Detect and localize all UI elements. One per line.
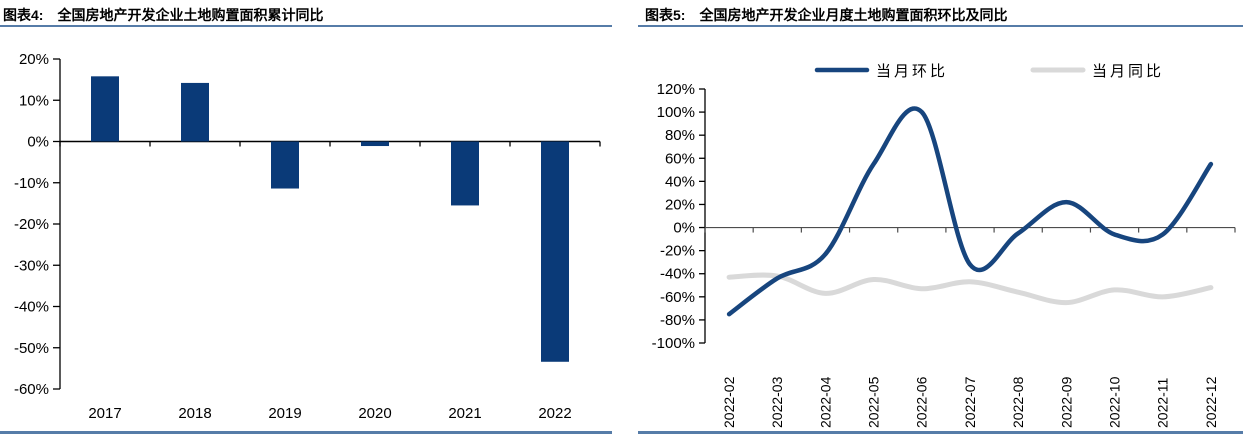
- x-month-label: 2022-06: [914, 376, 930, 428]
- y-tick-label: 60%: [665, 150, 695, 167]
- x-category-label: 2020: [358, 405, 391, 422]
- y-tick-label: -60%: [14, 381, 49, 398]
- x-month-label: 2022-04: [817, 376, 833, 428]
- x-month-label: 2022-11: [1155, 377, 1171, 428]
- y-tick-label: -100%: [652, 335, 695, 352]
- y-axis: 120% 100% 80% 60% 40% 20% 0% -20% -40% -60% -80% -1…: [652, 81, 706, 352]
- x-category-label: 2017: [88, 405, 121, 422]
- line-series-0-当月环比: [726, 106, 1214, 317]
- y-tick-label: -10%: [14, 175, 49, 192]
- x-category-label: 2019: [268, 405, 301, 422]
- x-month-label: 2022-09: [1058, 376, 1074, 428]
- x-category-label: 2022: [538, 405, 571, 422]
- bar-2020: [361, 141, 389, 147]
- y-tick-label: 100%: [657, 104, 695, 121]
- x-axis-zero-line: [59, 140, 601, 147]
- x-month-labels: 2022-02 2022-03 2022-04 2022-05 2022-06 2022-…: [721, 376, 1219, 428]
- y-tick-label: 40%: [665, 173, 695, 190]
- y-tick-label: -40%: [660, 266, 695, 283]
- y-tick-label: -40%: [14, 299, 49, 316]
- x-axis-zero-line: [704, 226, 1236, 233]
- x-month-label: 2022-07: [962, 376, 978, 428]
- x-category-label: 2021: [448, 405, 481, 422]
- legend: 当月环比 当月同比: [814, 63, 1164, 80]
- y-tick-label: 80%: [665, 127, 695, 144]
- y-tick-label: 0%: [673, 220, 695, 237]
- legend-label-1: 当月同比: [1092, 63, 1164, 80]
- figure5-title: 图表5: 全国房地产开发企业月度土地购置面积环比及同比: [638, 0, 1243, 27]
- line-series-1-当月同比: [726, 272, 1214, 306]
- legend-label-0: 当月环比: [876, 63, 948, 80]
- x-month-label: 2022-03: [769, 376, 785, 428]
- figure4-bar-chart: 20% 10% 0% -10% -20% -30% -40% -50% -60% 2017 2018…: [14, 51, 601, 422]
- figure4-title-prefix: 图表4:: [3, 7, 44, 23]
- bar-2022: [541, 141, 569, 362]
- x-month-label: 2022-12: [1203, 376, 1219, 428]
- y-axis: 20% 10% 0% -10% -20% -30% -40% -50% -60%: [14, 51, 61, 398]
- figure5-line-chart: 当月环比 当月同比 120% 100% 80% 60% 40% 20% 0% -20% -40% -6…: [652, 63, 1236, 428]
- y-tick-label: -80%: [660, 312, 695, 329]
- figure5-title-text: 全国房地产开发企业月度土地购置面积环比及同比: [699, 7, 1008, 23]
- y-tick-label: -20%: [14, 216, 49, 233]
- x-month-label: 2022-02: [721, 376, 737, 428]
- y-tick-label: -20%: [660, 243, 695, 260]
- bar-2018: [181, 82, 209, 142]
- y-tick-label: 20%: [665, 196, 695, 213]
- x-month-label: 2022-05: [866, 376, 882, 428]
- y-tick-label: 120%: [657, 81, 695, 98]
- y-tick-label: 0%: [27, 134, 49, 151]
- figure4-title-text: 全国房地产开发企业土地购置面积累计同比: [57, 7, 324, 23]
- figure5-bottom-rule: [638, 431, 1243, 434]
- y-tick-label: 10%: [19, 92, 49, 109]
- y-tick-label: -60%: [660, 289, 695, 306]
- x-category-label: 2018: [178, 405, 211, 422]
- figure4-bottom-rule: [0, 431, 612, 434]
- x-month-label: 2022-08: [1010, 376, 1026, 428]
- bars: [91, 76, 569, 362]
- bar-2017: [91, 76, 119, 142]
- figure5-title-prefix: 图表5:: [645, 7, 686, 23]
- y-tick-label: 20%: [19, 51, 49, 68]
- y-tick-label: -30%: [14, 257, 49, 274]
- figure4-title: 图表4: 全国房地产开发企业土地购置面积累计同比: [0, 0, 612, 27]
- bar-2019: [271, 141, 299, 189]
- bar-2021: [451, 141, 479, 206]
- x-month-label: 2022-10: [1106, 376, 1122, 428]
- y-tick-label: -50%: [14, 340, 49, 357]
- figure5-panel: 图表5: 全国房地产开发企业月度土地购置面积环比及同比 当月环比 当月同比 120% 1…: [638, 0, 1243, 441]
- figure4-panel: 图表4: 全国房地产开发企业土地购置面积累计同比 20% 10% 0% -10% -20%…: [0, 0, 612, 441]
